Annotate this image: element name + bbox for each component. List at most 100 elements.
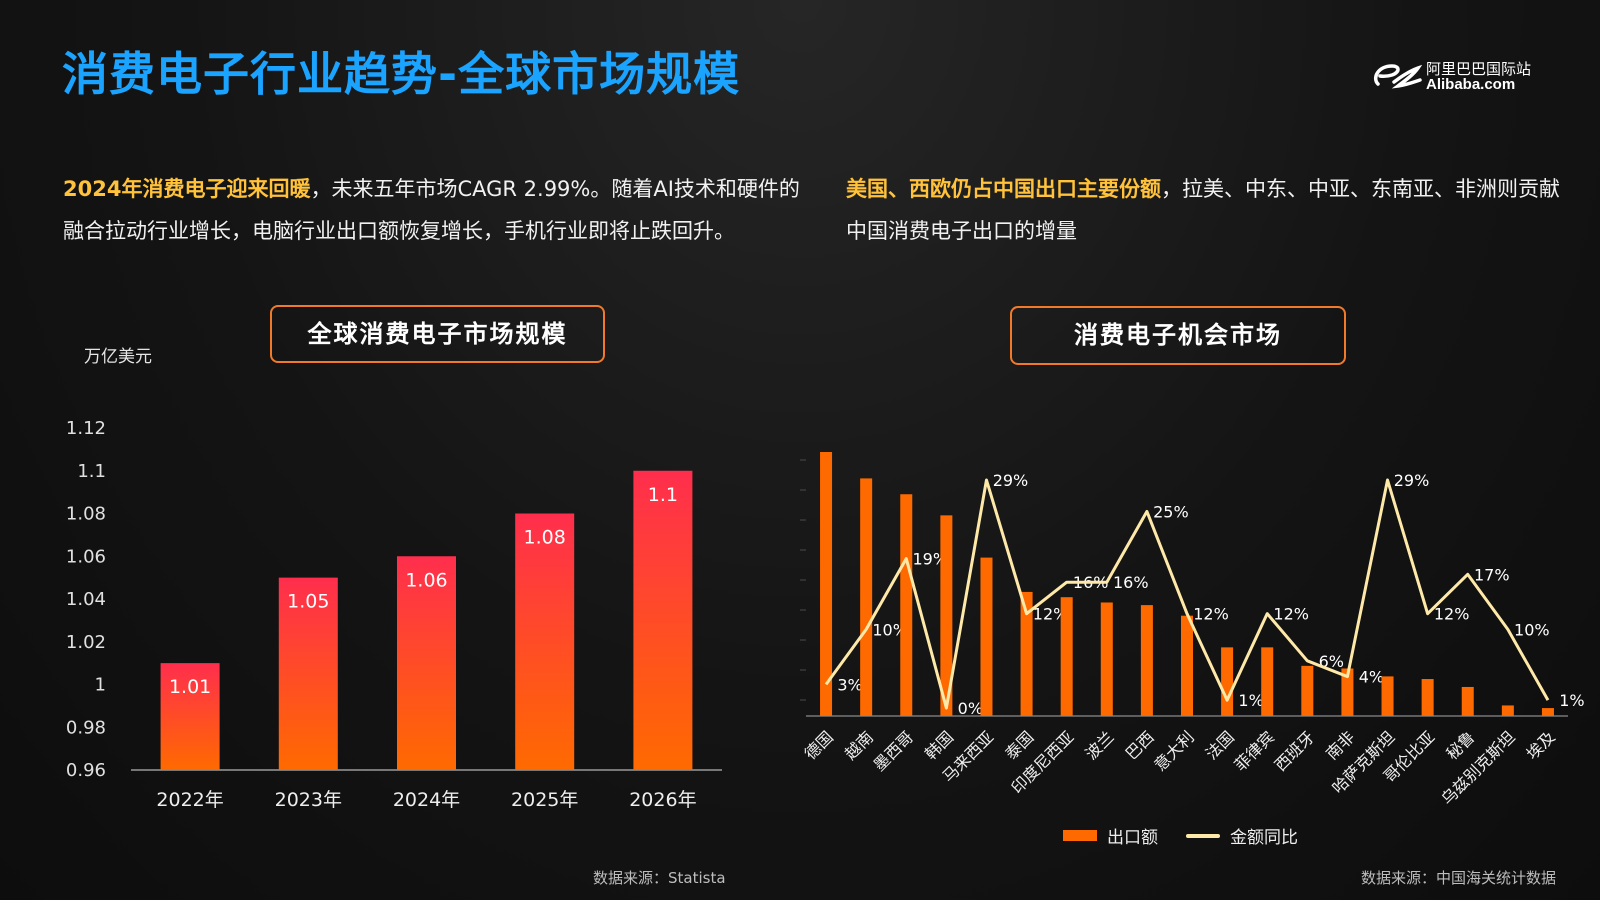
left-chart-title-box: 全球消费电子市场规模: [270, 305, 605, 363]
x-tick-label: 2026年: [629, 789, 696, 811]
bar-value-label: 1.08: [524, 527, 566, 549]
bar: [633, 470, 693, 770]
y-tick-label: 1.08: [66, 504, 106, 525]
yoy-series-line: [824, 478, 1550, 710]
right-description-highlight: 美国、西欧仍占中国出口主要份额: [846, 177, 1161, 201]
left-description: 2024年消费电子迎来回暖，未来五年市场CAGR 2.99%。随着AI技术和硬件…: [63, 168, 803, 252]
x-tick-label: 越南: [841, 727, 877, 763]
yoy-data-label: 3%: [837, 675, 862, 694]
export-bar: [1181, 615, 1193, 716]
right-data-source: 数据来源：中国海关统计数据: [1361, 869, 1557, 887]
export-bar: [1261, 647, 1274, 716]
bar: [160, 663, 220, 770]
export-bar: [1221, 647, 1234, 716]
bar-value-label: 1.1: [648, 484, 678, 506]
export-bar: [860, 478, 873, 716]
x-tick-label: 秘鲁: [1442, 727, 1478, 763]
right-chart-title-box: 消费电子机会市场: [1010, 306, 1346, 365]
bar: [278, 577, 338, 770]
yoy-data-label: 0%: [958, 699, 983, 718]
right-description: 美国、西欧仍占中国出口主要份额，拉美、中东、中亚、东南亚、非洲则贡献中国消费电子…: [846, 168, 1566, 252]
yoy-data-label: 12%: [1434, 605, 1470, 624]
export-bar: [1501, 705, 1514, 716]
x-tick-label: 埃及: [1523, 727, 1559, 763]
x-tick-label: 泰国: [1001, 727, 1037, 763]
right-chart-legend: 出口额 金额同比: [1063, 823, 1298, 848]
x-tick-label: 德国: [801, 727, 837, 763]
export-bar: [1140, 605, 1153, 716]
yoy-data-label: 25%: [1153, 502, 1189, 521]
export-bar: [1020, 591, 1033, 716]
export-bar: [1421, 679, 1434, 716]
y-tick-label: 1.06: [66, 546, 106, 567]
export-bar: [1060, 597, 1073, 716]
x-tick-label: 菲律宾: [1231, 727, 1278, 774]
yoy-data-label: 29%: [1394, 471, 1430, 490]
x-tick-label: 2022年: [156, 789, 223, 811]
export-bar: [1100, 602, 1113, 716]
opportunity-market-chart: 3%德国10%越南19%墨西哥0%韩国29%马来西亚12%泰国16%印度尼西亚1…: [800, 452, 1584, 809]
y-tick-label: 1.04: [66, 589, 106, 610]
x-tick-label: 意大利: [1150, 727, 1197, 774]
yoy-data-label: 6%: [1319, 652, 1344, 671]
logo-en-text: Alibaba.com: [1426, 76, 1516, 93]
alibaba-logo: 阿里巴巴国际站 Alibaba.com: [1370, 54, 1532, 98]
yoy-data-label: 12%: [1273, 605, 1309, 624]
bar-value-label: 1.06: [405, 569, 447, 591]
yoy-data-label: 1%: [1238, 691, 1263, 710]
bar: [515, 513, 575, 770]
export-bar: [940, 515, 953, 716]
yoy-data-label: 19%: [912, 550, 948, 569]
x-tick-label: 法国: [1202, 727, 1238, 763]
legend-bar-label: 出口额: [1107, 828, 1158, 848]
x-tick-label: 2025年: [511, 789, 578, 811]
x-tick-label: 乌兹别克斯坦: [1437, 727, 1518, 808]
yoy-data-label: 17%: [1474, 565, 1510, 584]
y-tick-label: 1.02: [66, 632, 106, 653]
x-tick-label: 波兰: [1082, 727, 1118, 763]
export-bar: [900, 494, 913, 716]
export-bar: [1381, 676, 1394, 716]
x-tick-label: 2024年: [393, 789, 460, 811]
y-tick-label: 1.12: [66, 418, 106, 439]
bar: [397, 556, 456, 770]
left-description-text: ，未来五年市场CAGR 2.99%。随着AI技术和硬件的融合拉动行业增长，电脑行…: [63, 177, 800, 243]
y-tick-label: 1.1: [77, 461, 106, 482]
yoy-data-label: 16%: [1113, 573, 1149, 592]
export-bar: [1541, 708, 1554, 716]
yoy-data-label: 29%: [993, 471, 1029, 490]
left-description-highlight: 2024年消费电子迎来回暖: [63, 177, 311, 201]
y-tick-label: 1: [95, 675, 106, 696]
x-tick-label: 南非: [1322, 727, 1358, 763]
left-data-source: 数据来源：Statista: [593, 869, 726, 887]
export-bar: [1301, 665, 1314, 716]
legend-line-label: 金额同比: [1230, 828, 1298, 848]
y-tick-label: 0.98: [66, 717, 106, 738]
alibaba-logo-icon: [1373, 64, 1422, 89]
yoy-data-label: 12%: [1033, 605, 1069, 624]
bar-value-label: 1.05: [287, 591, 329, 613]
legend-bar-swatch: [1063, 830, 1097, 841]
page-title: 消费电子行业趋势-全球市场规模: [62, 47, 741, 101]
yoy-data-label: 12%: [1193, 605, 1229, 624]
market-size-chart: 0.96 0.98 1 1.02 1.04 1.06 1.08 1.1 1.12 1.01 2022…: [66, 418, 722, 811]
export-bar: [1461, 686, 1474, 716]
yoy-data-label: 10%: [872, 620, 908, 639]
y-tick-label: 0.96: [66, 760, 106, 781]
x-tick-label: 韩国: [921, 727, 957, 763]
export-bar: [980, 557, 993, 716]
x-tick-label: 墨西哥: [870, 727, 917, 774]
logo-cn-text: 阿里巴巴国际站: [1426, 60, 1532, 78]
legend-line-swatch: [1186, 833, 1220, 838]
left-chart-unit: 万亿美元: [84, 347, 152, 367]
export-bar: [1341, 668, 1354, 716]
yoy-data-label: 10%: [1514, 620, 1550, 639]
right-description-text: ，拉美、中东、中亚、东南亚、非洲则贡献中国消费电子出口的增量: [846, 177, 1560, 243]
export-bar: [820, 452, 833, 716]
yoy-data-label: 1%: [1559, 691, 1584, 710]
x-tick-label: 巴西: [1122, 727, 1158, 763]
x-tick-label: 2023年: [275, 789, 342, 811]
x-tick-label: 西班牙: [1271, 727, 1318, 774]
yoy-data-label: 4%: [1359, 668, 1384, 687]
bar-value-label: 1.01: [169, 676, 211, 698]
